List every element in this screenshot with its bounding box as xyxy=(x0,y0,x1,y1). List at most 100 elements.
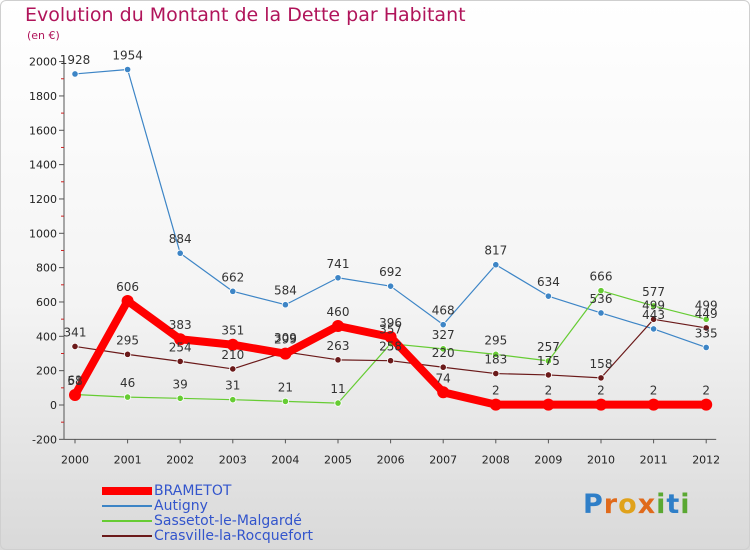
data-label: 634 xyxy=(537,275,560,289)
data-label: 46 xyxy=(120,376,135,390)
legend-item: Sassetot-le-Malgardé xyxy=(102,514,402,529)
data-label: 335 xyxy=(695,326,718,340)
series-point xyxy=(334,274,342,282)
x-tick-label: 2010 xyxy=(587,453,615,466)
data-label: 443 xyxy=(642,308,665,322)
data-label: 31 xyxy=(225,379,240,393)
series-point xyxy=(229,287,237,295)
series-point xyxy=(647,398,660,411)
y-tick-label: 2000 xyxy=(29,56,57,69)
legend-item: BRAMETOT xyxy=(102,484,402,499)
series-point xyxy=(649,315,658,323)
legend-swatch xyxy=(102,535,152,537)
data-label: 258 xyxy=(379,340,402,354)
series-point xyxy=(597,374,605,382)
series-point xyxy=(702,324,710,332)
x-tick-label: 2011 xyxy=(640,453,668,466)
series-point xyxy=(121,294,134,307)
series-point xyxy=(595,398,607,411)
data-label: 11 xyxy=(330,382,345,396)
series-point xyxy=(279,347,292,360)
data-label: 61 xyxy=(67,374,82,388)
series-point xyxy=(176,249,184,257)
series-point xyxy=(439,345,447,353)
series-point xyxy=(597,287,605,295)
y-tick-label: 1000 xyxy=(29,227,57,240)
x-tick-label: 2006 xyxy=(377,453,405,466)
x-tick-label: 2003 xyxy=(219,453,247,466)
data-label: 74 xyxy=(436,371,451,385)
legend-label: Crasville-la-Rocquefort xyxy=(154,528,314,544)
series-point xyxy=(334,356,342,364)
x-tick-label: 2008 xyxy=(482,453,510,466)
series-point xyxy=(124,65,132,74)
data-label: 341 xyxy=(64,325,87,339)
x-tick-label: 2009 xyxy=(534,453,562,466)
series-point xyxy=(437,386,450,399)
y-tick-label: 1400 xyxy=(29,159,57,172)
data-label: 692 xyxy=(379,265,402,279)
data-label: 2 xyxy=(545,384,553,398)
data-label: 449 xyxy=(695,307,718,321)
data-label: 210 xyxy=(221,348,244,362)
data-label: 309 xyxy=(274,331,297,345)
series-point xyxy=(597,309,605,317)
data-label: 383 xyxy=(169,318,192,332)
series-point xyxy=(174,333,187,346)
data-label: 175 xyxy=(537,354,560,368)
series-point xyxy=(71,342,79,351)
series-point xyxy=(386,282,395,290)
data-label: 2 xyxy=(702,384,710,398)
series-point xyxy=(386,357,395,365)
series-point xyxy=(542,398,555,411)
series-point xyxy=(229,365,237,373)
legend-item: Autigny xyxy=(102,499,402,514)
legend-swatch xyxy=(102,520,152,522)
data-label: 263 xyxy=(327,339,350,353)
series-point xyxy=(124,350,132,358)
series-point xyxy=(334,399,342,407)
y-tick-label: 1800 xyxy=(29,90,57,103)
data-label: 499 xyxy=(642,298,665,312)
series-point xyxy=(439,363,447,371)
x-tick-label: 2001 xyxy=(114,453,142,466)
data-label: 536 xyxy=(590,292,613,306)
data-label: 351 xyxy=(221,324,244,338)
data-label: 606 xyxy=(116,280,139,294)
series-point xyxy=(281,397,289,405)
data-label: 1954 xyxy=(112,48,143,62)
series-point xyxy=(71,70,79,78)
data-label: 396 xyxy=(379,316,402,330)
series-point xyxy=(439,321,447,329)
data-label: 158 xyxy=(590,357,613,371)
y-tick-label: 400 xyxy=(36,330,57,343)
series-point xyxy=(124,393,132,401)
x-tick-label: 2002 xyxy=(166,453,194,466)
y-tick-label: -200 xyxy=(32,433,57,446)
data-label: 666 xyxy=(590,270,613,284)
data-label: 584 xyxy=(274,284,297,298)
series-point xyxy=(332,320,344,333)
chart-legend: BRAMETOT Autigny Sassetot-le-Malgardé Crasv… xyxy=(102,484,402,544)
data-label: 295 xyxy=(484,333,507,347)
data-label: 741 xyxy=(327,257,350,271)
data-label: 39 xyxy=(173,377,188,391)
data-label: 2 xyxy=(597,384,605,398)
data-label: 884 xyxy=(169,232,192,246)
series-point xyxy=(226,338,239,351)
y-tick-label: 1600 xyxy=(29,124,57,137)
legend-label: Autigny xyxy=(154,498,208,514)
y-tick-label: 200 xyxy=(36,365,57,378)
chart-unit-label: (en €) xyxy=(27,29,60,42)
data-label: 257 xyxy=(537,340,560,354)
data-label: 499 xyxy=(695,298,718,312)
y-tick-label: 0 xyxy=(50,399,57,412)
data-label: 220 xyxy=(432,346,455,360)
series-point xyxy=(649,325,658,333)
y-tick-label: 1200 xyxy=(29,193,57,206)
data-label: 254 xyxy=(169,340,192,354)
legend-swatch xyxy=(102,505,152,507)
proxiti-logo: Proxiti xyxy=(583,489,691,520)
legend-swatch xyxy=(102,487,152,495)
